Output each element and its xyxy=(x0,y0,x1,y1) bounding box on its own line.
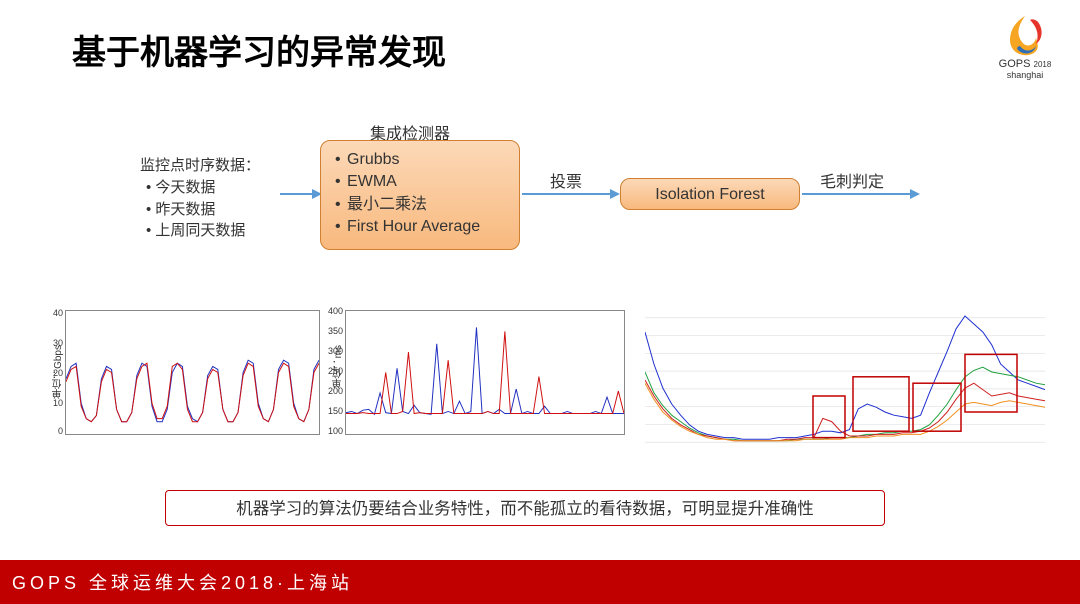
c2-tick: 400 xyxy=(323,306,343,316)
logo-text: GOPS 2018 xyxy=(990,58,1060,70)
chart-2 xyxy=(345,310,625,435)
c1-tick: 40 xyxy=(43,308,63,318)
isolation-forest-box: Isolation Forest xyxy=(620,178,800,210)
c2-tick: 200 xyxy=(323,386,343,396)
det-item: EWMA xyxy=(335,171,505,193)
conclusion-box: 机器学习的算法仍要结合业务特性，而不能孤立的看待数据，可明显提升准确性 xyxy=(165,490,885,526)
det-item: 最小二乘法 xyxy=(335,194,505,216)
src-item: 昨天数据 xyxy=(146,199,300,221)
arrow-2 xyxy=(522,193,612,195)
data-source-block: 监控点时序数据： 今天数据 昨天数据 上周同天数据 xyxy=(140,155,300,242)
det-item: First Hour Average xyxy=(335,216,505,238)
src-item: 今天数据 xyxy=(146,177,300,199)
logo-line1: GOPS xyxy=(999,58,1031,70)
footer-bar: GOPS 全球运维大会2018·上海站 xyxy=(0,560,1080,604)
det-item: Grubbs xyxy=(335,149,505,171)
c1-tick: 0 xyxy=(43,426,63,436)
data-source-list: 今天数据 昨天数据 上周同天数据 xyxy=(140,177,300,242)
chart-3 xyxy=(645,300,1045,460)
c1-tick: 20 xyxy=(43,368,63,378)
charts-row: 单位：Gbps 40 30 20 10 0 单位：ms 400 350 300 … xyxy=(55,300,1055,470)
src-item: 上周同天数据 xyxy=(146,220,300,242)
arrow-1 xyxy=(280,193,314,195)
vote-label: 投票 xyxy=(550,168,582,192)
spike-label: 毛刺判定 xyxy=(820,168,884,192)
c2-tick: 250 xyxy=(323,366,343,376)
chart-1 xyxy=(65,310,320,435)
arrow-3-head xyxy=(910,189,920,199)
c2-tick: 350 xyxy=(323,326,343,336)
flame-icon xyxy=(1000,12,1050,58)
data-source-head: 监控点时序数据： xyxy=(140,155,300,177)
chart-1-svg xyxy=(66,311,319,434)
logo-sub: shanghai xyxy=(990,70,1060,80)
logo-year: 2018 xyxy=(1034,60,1052,69)
event-logo: GOPS 2018 shanghai xyxy=(990,12,1060,80)
arrow-2-head xyxy=(610,189,620,199)
page-title: 基于机器学习的异常发现 xyxy=(72,25,446,74)
chart-3-svg xyxy=(645,300,1045,460)
c2-tick: 300 xyxy=(323,346,343,356)
c2-tick: 150 xyxy=(323,406,343,416)
c1-tick: 10 xyxy=(43,398,63,408)
flow-diagram: 集成检测器 监控点时序数据： 今天数据 昨天数据 上周同天数据 Grubbs E… xyxy=(140,120,940,270)
c1-tick: 30 xyxy=(43,338,63,348)
c2-tick: 100 xyxy=(323,426,343,436)
chart-2-svg xyxy=(346,311,624,434)
detector-box: Grubbs EWMA 最小二乘法 First Hour Average xyxy=(320,140,520,250)
arrow-3 xyxy=(802,193,912,195)
